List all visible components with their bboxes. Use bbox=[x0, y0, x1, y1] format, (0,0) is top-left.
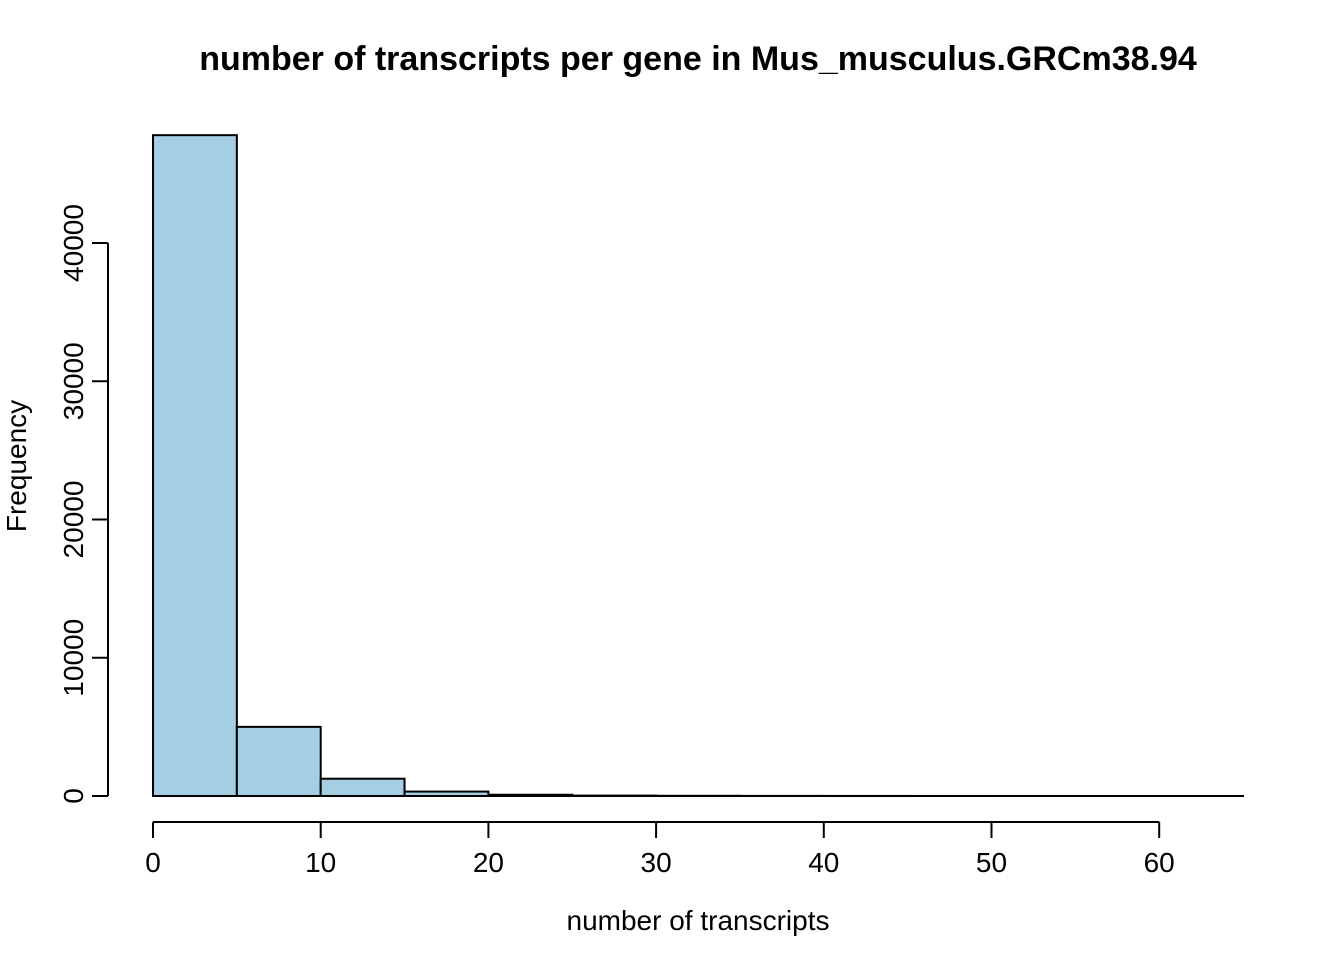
x-tick-label-2: 20 bbox=[473, 847, 504, 878]
chart-title: number of transcripts per gene in Mus_mu… bbox=[199, 40, 1197, 78]
x-tick-label-6: 60 bbox=[1144, 847, 1175, 878]
x-tick-label-1: 10 bbox=[305, 847, 336, 878]
y-tick-label-4: 40000 bbox=[58, 204, 89, 282]
x-axis-label: number of transcripts bbox=[567, 905, 830, 936]
y-axis-label: Frequency bbox=[1, 400, 32, 532]
y-tick-label-1: 10000 bbox=[58, 619, 89, 697]
histogram-bar-2 bbox=[319, 777, 406, 797]
x-tick-label-5: 50 bbox=[976, 847, 1007, 878]
histogram-bar-0 bbox=[152, 134, 238, 798]
y-tick-label-3: 30000 bbox=[58, 342, 89, 420]
y-axis: 0 10000 20000 30000 40000 bbox=[58, 204, 109, 804]
x-axis: 0 10 20 30 40 50 60 bbox=[145, 821, 1175, 878]
bars-group bbox=[152, 134, 1245, 798]
y-tick-label-0: 0 bbox=[58, 788, 89, 804]
x-tick-label-0: 0 bbox=[145, 847, 161, 878]
y-tick-label-2: 20000 bbox=[58, 481, 89, 559]
x-tick-label-4: 40 bbox=[808, 847, 839, 878]
x-tick-label-3: 30 bbox=[641, 847, 672, 878]
histogram-bar-1 bbox=[235, 725, 322, 797]
